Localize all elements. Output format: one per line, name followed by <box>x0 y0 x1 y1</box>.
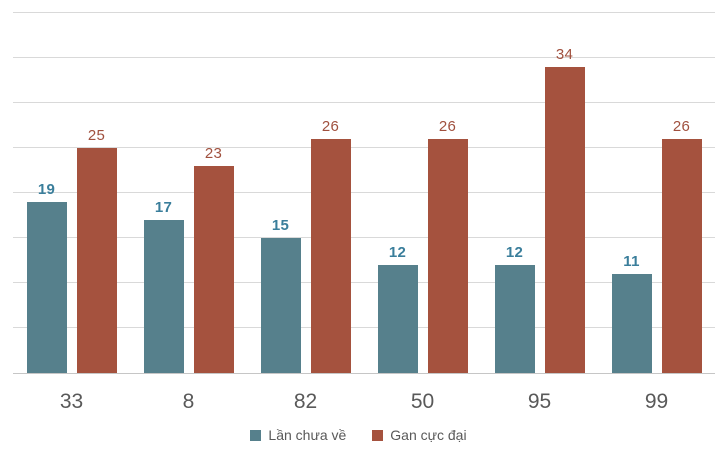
bar-column: 15 <box>260 13 301 373</box>
x-axis-labels: 33 8 82 50 95 99 <box>13 373 715 421</box>
gridline <box>13 102 715 103</box>
bar-group-33: 19 25 <box>13 13 130 373</box>
x-axis-label: 8 <box>182 390 195 413</box>
bar-column: 25 <box>76 13 117 373</box>
legend-marker-icon <box>372 429 384 441</box>
gridline <box>13 12 715 13</box>
legend-label: Lần chưa về <box>268 427 347 443</box>
legend-label: Gan cực đại <box>390 427 467 443</box>
bar-value-label: 12 <box>505 244 524 261</box>
bar-column: 26 <box>427 13 468 373</box>
bar-series0-cat8 <box>143 220 184 373</box>
x-axis-line <box>13 373 715 374</box>
bar-column: 19 <box>26 13 67 373</box>
bar-series1-cat8 <box>193 166 234 373</box>
gridline <box>13 147 715 148</box>
x-axis-label: 95 <box>527 390 552 413</box>
bar-value-label: 19 <box>37 181 56 198</box>
bar-value-label: 34 <box>555 46 574 63</box>
bar-group-8: 17 23 <box>130 13 247 373</box>
bar-column: 26 <box>661 13 702 373</box>
gridline <box>13 57 715 58</box>
bar-series1-cat33 <box>76 148 117 373</box>
gridline <box>13 327 715 328</box>
bar-value-label: 11 <box>623 253 640 270</box>
bar-column: 12 <box>377 13 418 373</box>
x-axis-label: 82 <box>293 390 318 413</box>
bar-column: 34 <box>544 13 585 373</box>
bar-series0-cat82 <box>260 238 301 373</box>
bar-column: 11 <box>611 13 652 373</box>
legend: Lần chưa về Gan cực đại <box>0 428 717 442</box>
x-axis-label: 33 <box>59 390 84 413</box>
bar-column: 12 <box>494 13 535 373</box>
plot-area: 19 25 17 23 15 26 12 26 12 34 11 26 <box>13 12 715 374</box>
bar-group-95: 12 34 <box>481 13 598 373</box>
bar-value-label: 26 <box>321 118 340 135</box>
bar-series0-cat95 <box>494 265 535 373</box>
bar-value-label: 15 <box>271 217 290 234</box>
gridline <box>13 282 715 283</box>
bar-groups: 19 25 17 23 15 26 12 26 12 34 11 26 <box>13 13 715 373</box>
x-axis-label: 99 <box>644 390 669 413</box>
gridline <box>13 192 715 193</box>
bar-group-99: 11 26 <box>598 13 715 373</box>
gridline <box>13 237 715 238</box>
bar-series1-cat99 <box>661 139 702 373</box>
bar-column: 26 <box>310 13 351 373</box>
legend-marker-icon <box>250 429 262 441</box>
legend-item: Lần chưa về <box>250 428 346 442</box>
bar-column: 17 <box>143 13 184 373</box>
bar-value-label: 26 <box>672 118 691 135</box>
bar-series1-cat50 <box>427 139 468 373</box>
bar-series0-cat99 <box>611 274 652 373</box>
legend-item: Gan cực đại <box>372 427 467 443</box>
bar-group-82: 15 26 <box>247 13 364 373</box>
x-axis-label: 50 <box>410 390 435 413</box>
bar-group-50: 12 26 <box>364 13 481 373</box>
bar-series1-cat95 <box>544 67 585 373</box>
bar-series1-cat82 <box>310 139 351 373</box>
bar-value-label: 17 <box>154 199 173 216</box>
bar-series0-cat33 <box>26 202 67 373</box>
bar-value-label: 23 <box>204 145 223 162</box>
bar-column: 23 <box>193 13 234 373</box>
bar-value-label: 26 <box>438 118 457 135</box>
bar-series0-cat50 <box>377 265 418 373</box>
bar-value-label: 12 <box>388 244 407 261</box>
bar-value-label: 25 <box>87 127 106 144</box>
